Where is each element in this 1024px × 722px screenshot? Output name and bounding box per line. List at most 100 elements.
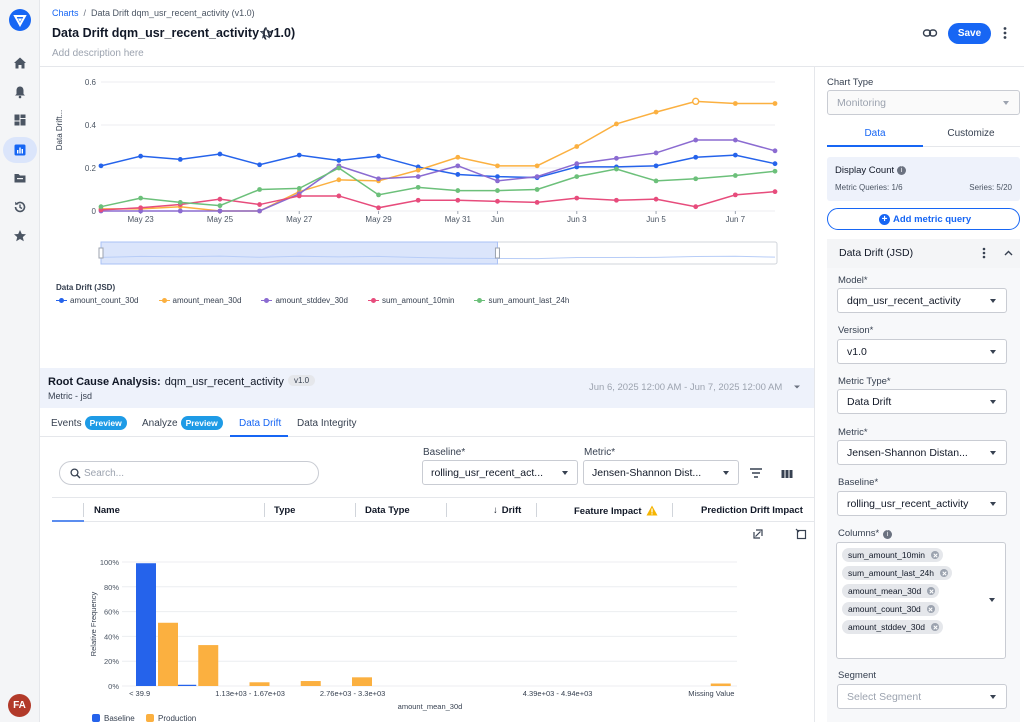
model-select[interactable]: dqm_usr_recent_activity bbox=[837, 288, 1007, 313]
chart-type-value: Monitoring bbox=[837, 97, 887, 109]
baseline-select[interactable]: rolling_usr_recent_act... bbox=[422, 460, 578, 485]
column-drift[interactable]: ↓ Drift bbox=[493, 505, 521, 516]
active-tab-indicator bbox=[230, 435, 288, 437]
metric-query-header[interactable]: Data Drift (JSD) bbox=[827, 239, 1020, 268]
column-feature-impact[interactable]: Feature Impact bbox=[574, 505, 658, 517]
data-point bbox=[257, 202, 262, 207]
rca-date-range[interactable]: Jun 6, 2025 12:00 AM - Jun 7, 2025 12:00… bbox=[589, 382, 783, 393]
breadcrumb-charts-link[interactable]: Charts bbox=[52, 8, 79, 18]
y-tick-label: 40% bbox=[104, 632, 119, 641]
series-line bbox=[101, 139, 776, 212]
chevron-down-icon bbox=[562, 471, 568, 475]
charts-icon[interactable] bbox=[3, 137, 37, 163]
star-icon[interactable] bbox=[0, 223, 40, 249]
tab-events[interactable]: Events Preview bbox=[51, 416, 127, 430]
data-point bbox=[534, 200, 540, 205]
segment-placeholder: Select Segment bbox=[847, 691, 922, 703]
metric-select[interactable]: Jensen-Shannon Distan... bbox=[837, 440, 1007, 465]
column-type[interactable]: Type bbox=[274, 505, 296, 516]
remove-chip-icon[interactable] bbox=[931, 551, 940, 559]
legend-item[interactable]: sum_amount_last_24h bbox=[474, 296, 569, 305]
more-options-icon[interactable] bbox=[1003, 26, 1007, 40]
chart-type-select[interactable]: Monitoring bbox=[827, 90, 1020, 115]
metric-query-title: Data Drift (JSD) bbox=[839, 247, 914, 259]
x-tick-label: 2.76e+03 - 3.3e+03 bbox=[320, 689, 385, 698]
column-name[interactable]: Name bbox=[94, 505, 120, 516]
favorite-star-icon[interactable] bbox=[260, 27, 272, 39]
tab-customize[interactable]: Customize bbox=[947, 128, 995, 139]
description-placeholder[interactable]: Add description here bbox=[52, 48, 144, 59]
legend-items: amount_count_30d amount_mean_30d amount_st… bbox=[56, 296, 756, 305]
columns-multiselect[interactable]: sum_amount_10min sum_amount_last_24h amo… bbox=[836, 542, 1006, 659]
columns-icon[interactable] bbox=[781, 469, 793, 479]
legend-item[interactable]: amount_stddev_30d bbox=[261, 296, 348, 305]
metric-select[interactable]: Jensen-Shannon Dist... bbox=[583, 460, 739, 485]
legend-item[interactable]: amount_count_30d bbox=[56, 296, 139, 305]
user-avatar[interactable]: FA bbox=[8, 694, 31, 717]
x-tick-label: May 31 bbox=[445, 215, 472, 224]
copy-link-icon[interactable] bbox=[922, 26, 938, 40]
bell-icon[interactable] bbox=[0, 79, 40, 105]
info-icon[interactable]: i bbox=[897, 166, 907, 175]
column-chip[interactable]: amount_count_30d bbox=[842, 602, 939, 616]
add-metric-query-button[interactable]: + Add metric query bbox=[827, 208, 1020, 230]
baseline-select[interactable]: rolling_usr_recent_activity bbox=[837, 491, 1007, 516]
remove-chip-icon[interactable] bbox=[931, 623, 940, 631]
breadcrumb-current: Data Drift dqm_usr_recent_activity (v1.0… bbox=[91, 8, 255, 18]
column-data-type[interactable]: Data Type bbox=[365, 505, 410, 516]
version-select[interactable]: v1.0 bbox=[837, 339, 1007, 364]
drift-line-chart[interactable]: 0 0.2 0.4 0.6 Data Drift... May 23 May 25 May 2… bbox=[44, 70, 814, 300]
header-divider bbox=[40, 66, 1024, 67]
page-title[interactable]: Data Drift dqm_usr_recent_activity (v1.0… bbox=[52, 26, 296, 40]
legend-item[interactable]: amount_mean_30d bbox=[158, 296, 241, 305]
remove-chip-icon[interactable] bbox=[927, 587, 936, 595]
more-options-icon[interactable] bbox=[982, 247, 986, 259]
chevron-down-icon[interactable] bbox=[793, 384, 801, 390]
data-point bbox=[336, 158, 342, 163]
data-point bbox=[693, 154, 699, 160]
feature-table-header: Name Type Data Type ↓ Drift Feature Impac… bbox=[52, 497, 814, 522]
legend-item[interactable]: sum_amount_10min bbox=[367, 296, 454, 305]
save-button[interactable]: Save bbox=[948, 23, 991, 44]
metric-type-select[interactable]: Data Drift bbox=[837, 389, 1007, 414]
column-prediction-drift-impact[interactable]: Prediction Drift Impact bbox=[701, 505, 803, 516]
remove-chip-icon[interactable] bbox=[926, 605, 935, 613]
home-icon[interactable] bbox=[0, 50, 40, 76]
remove-chip-icon[interactable] bbox=[940, 569, 949, 577]
collapse-icon[interactable] bbox=[795, 528, 807, 540]
column-chip[interactable]: sum_amount_last_24h bbox=[842, 566, 953, 580]
app-logo[interactable] bbox=[9, 9, 31, 31]
expand-icon[interactable] bbox=[752, 528, 764, 540]
info-icon[interactable]: i bbox=[883, 530, 893, 539]
filter-icon[interactable] bbox=[749, 467, 763, 479]
column-chip[interactable]: sum_amount_10min bbox=[842, 548, 944, 562]
data-point bbox=[455, 154, 461, 160]
tab-analyze[interactable]: Analyze Preview bbox=[142, 416, 223, 430]
version-label: Version* bbox=[838, 325, 874, 336]
segment-select[interactable]: Select Segment bbox=[837, 684, 1007, 709]
histogram-bar bbox=[352, 677, 372, 686]
folder-icon[interactable] bbox=[0, 165, 40, 191]
tab-data-drift[interactable]: Data Drift bbox=[239, 418, 282, 429]
chevron-up-icon[interactable] bbox=[1004, 250, 1013, 256]
column-chip[interactable]: amount_stddev_30d bbox=[842, 620, 944, 634]
dashboard-icon[interactable] bbox=[0, 107, 40, 133]
data-point bbox=[98, 204, 104, 210]
rca-model: dqm_usr_recent_activity bbox=[164, 376, 284, 388]
data-point bbox=[495, 174, 500, 179]
data-point bbox=[455, 188, 461, 193]
search-box[interactable] bbox=[59, 461, 319, 485]
tab-data[interactable]: Data bbox=[864, 128, 886, 139]
column-chip[interactable]: amount_mean_30d bbox=[842, 584, 940, 598]
x-tick-label: Jun bbox=[491, 215, 504, 224]
history-icon[interactable] bbox=[0, 194, 40, 220]
data-point bbox=[217, 151, 223, 157]
x-tick-label: Jun 5 bbox=[646, 215, 666, 224]
tab-data-integrity[interactable]: Data Integrity bbox=[297, 418, 357, 429]
x-tick-label: May 27 bbox=[286, 215, 313, 224]
feature-distribution-histogram[interactable]: 0% 20% 40% 60% 80% 100% Relative Frequency < 39… bbox=[82, 550, 742, 722]
model-label: Model* bbox=[838, 275, 868, 286]
search-input[interactable] bbox=[84, 466, 304, 481]
metric-label: Metric* bbox=[838, 427, 868, 438]
histogram-bar bbox=[136, 563, 156, 686]
